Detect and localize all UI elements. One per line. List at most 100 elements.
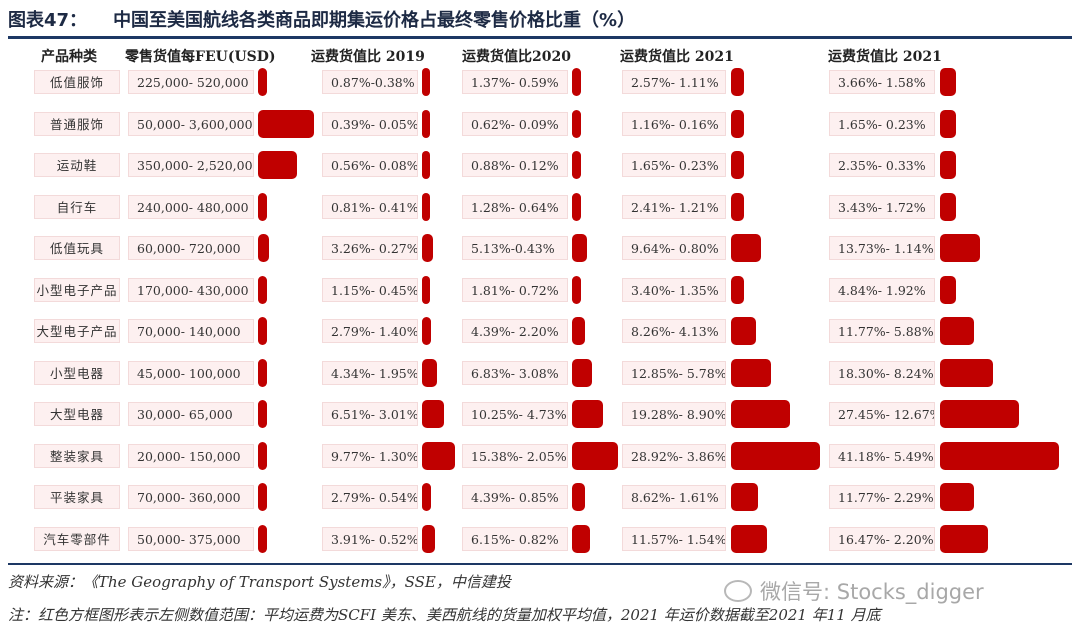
ratio-2019-cell: 1.15%- 0.45% [322, 277, 418, 302]
retail-value-bar [258, 524, 267, 553]
ratio-2021a-bar [731, 68, 744, 96]
ratio-2021a-bar [731, 151, 744, 179]
ratio-2021a-cell: 12.85%- 5.78% [622, 360, 726, 385]
table-row: 大型电器 30,000- 65,000 6.51%- 3.01% 10.25%- 4.… [0, 398, 1080, 432]
retail-value-cell: 50,000- 375,000 [128, 526, 254, 551]
retail-value-cell: 350,000- 2,520,000 [128, 153, 254, 177]
footnote: 注：红色方框图形表示左侧数值范围：平均运费为SCFI 美东、美西航线的货量加权平… [8, 606, 881, 624]
ratio-2019-cell: 3.91%- 0.52% [322, 526, 418, 551]
ratio-2020-cell: 1.81%- 0.72% [462, 277, 568, 302]
ratio-2021a-bar [731, 192, 744, 221]
ratio-2021b-bar [940, 358, 993, 387]
header-ratio-2020: 运费货值比2020 [462, 49, 571, 65]
table-row: 低值服饰 225,000- 520,000 0.87%-0.38% 1.37%- 0.… [0, 66, 1080, 100]
ratio-2019-cell: 0.39%- 0.05% [322, 111, 418, 136]
retail-value-cell: 45,000- 100,000 [128, 360, 254, 385]
ratio-2021b-cell: 27.45%- 12.67% [829, 402, 935, 426]
retail-value-cell: 60,000- 720,000 [128, 236, 254, 260]
ratio-2020-cell: 4.39%- 2.20% [462, 319, 568, 343]
ratio-2020-bar [572, 358, 593, 387]
ratio-2019-cell: 9.77%- 1.30% [322, 443, 418, 468]
product-name-cell: 大型电器 [34, 402, 120, 426]
chart-title: 图表47： 中国至美国航线各类商品即期集运价格占最终零售价格比重（%） [8, 6, 1072, 34]
table-row: 运动鞋 350,000- 2,520,000 0.56%- 0.08% 0.88%- … [0, 149, 1080, 183]
ratio-2019-bar [422, 441, 455, 470]
product-name-cell: 大型电子产品 [34, 319, 120, 343]
wechat-icon [724, 580, 752, 602]
ratio-2021a-cell: 11.57%- 1.54% [622, 526, 726, 551]
ratio-2021b-bar [940, 317, 974, 345]
ratio-2019-bar [422, 275, 430, 304]
retail-value-bar [258, 441, 267, 470]
retail-value-bar [258, 317, 267, 345]
table-row: 小型电子产品 170,000- 430,000 1.15%- 0.45% 1.81%-… [0, 274, 1080, 308]
ratio-2019-bar [422, 151, 430, 179]
ratio-2021a-bar [731, 109, 744, 138]
retail-value-cell: 70,000- 140,000 [128, 319, 254, 343]
ratio-2021b-cell: 18.30%- 8.24% [829, 360, 935, 385]
table-row: 汽车零部件 50,000- 375,000 3.91%- 0.52% 6.15%- 0… [0, 523, 1080, 557]
header-retail-value: 零售货值每FEU(USD) [125, 49, 276, 65]
ratio-2021a-cell: 28.92%- 3.86% [622, 443, 726, 468]
product-name-cell: 低值服饰 [34, 70, 120, 94]
ratio-2021a-cell: 8.26%- 4.13% [622, 319, 726, 343]
retail-value-bar [258, 400, 267, 428]
ratio-2021a-cell: 8.62%- 1.61% [622, 485, 726, 509]
table-row: 低值玩具 60,000- 720,000 3.26%- 0.27% 5.13%-0.4… [0, 232, 1080, 266]
retail-value-cell: 70,000- 360,000 [128, 485, 254, 509]
ratio-2019-bar [422, 192, 430, 221]
ratio-2021a-bar [731, 358, 771, 387]
ratio-2019-bar [422, 68, 430, 96]
ratio-2020-cell: 10.25%- 4.73% [462, 402, 568, 426]
ratio-2021a-bar [731, 483, 758, 511]
ratio-2019-bar [422, 317, 432, 345]
ratio-2021b-cell: 3.66%- 1.58% [829, 70, 935, 94]
watermark: 微信号: Stocks_digger [724, 576, 984, 606]
retail-value-cell: 20,000- 150,000 [128, 443, 254, 468]
title-text: 中国至美国航线各类商品即期集运价格占最终零售价格比重（%） [113, 10, 636, 31]
ratio-2020-cell: 6.15%- 0.82% [462, 526, 568, 551]
ratio-2021b-cell: 11.77%- 5.88% [829, 319, 935, 343]
ratio-2021b-bar [940, 192, 956, 221]
ratio-2021a-cell: 2.57%- 1.11% [622, 70, 726, 94]
product-name-cell: 自行车 [34, 194, 120, 219]
ratio-2020-bar [572, 441, 618, 470]
watermark-text: 微信号: Stocks_digger [760, 580, 984, 604]
retail-value-bar [258, 109, 314, 138]
ratio-2021b-cell: 3.43%- 1.72% [829, 194, 935, 219]
ratio-2020-bar [572, 317, 586, 345]
ratio-2021a-cell: 1.16%- 0.16% [622, 111, 726, 136]
product-name-cell: 整装家具 [34, 443, 120, 468]
ratio-2019-cell: 0.87%-0.38% [322, 70, 418, 94]
retail-value-cell: 50,000- 3,600,000 [128, 111, 254, 136]
ratio-2019-bar [422, 400, 444, 428]
retail-value-cell: 30,000- 65,000 [128, 402, 254, 426]
ratio-2019-bar [422, 483, 432, 511]
ratio-2021a-cell: 9.64%- 0.80% [622, 236, 726, 260]
table-row: 普通服饰 50,000- 3,600,000 0.39%- 0.05% 0.62%- … [0, 108, 1080, 142]
ratio-2021b-cell: 41.18%- 5.49% [829, 443, 935, 468]
product-name-cell: 小型电器 [34, 360, 120, 385]
ratio-2020-bar [572, 483, 586, 511]
ratio-2020-bar [572, 68, 581, 96]
header-product: 产品种类 [41, 49, 97, 65]
ratio-2020-cell: 1.37%- 0.59% [462, 70, 568, 94]
retail-value-bar [258, 192, 267, 221]
ratio-2019-cell: 6.51%- 3.01% [322, 402, 418, 426]
retail-value-bar [258, 358, 267, 387]
ratio-2020-cell: 5.13%-0.43% [462, 236, 568, 260]
ratio-2021b-cell: 4.84%- 1.92% [829, 277, 935, 302]
ratio-2021b-bar [940, 109, 956, 138]
retail-value-bar [258, 483, 267, 511]
ratio-2021b-bar [940, 524, 988, 553]
table-row: 自行车 240,000- 480,000 0.81%- 0.41% 1.28%- 0.… [0, 191, 1080, 225]
ratio-2021a-bar [731, 234, 761, 262]
ratio-2020-bar [572, 109, 581, 138]
ratio-2021a-cell: 3.40%- 1.35% [622, 277, 726, 302]
ratio-2021a-bar [731, 524, 767, 553]
ratio-2019-cell: 4.34%- 1.95% [322, 360, 418, 385]
ratio-2020-bar [572, 275, 581, 304]
ratio-2021a-bar [731, 275, 744, 304]
ratio-2019-cell: 0.81%- 0.41% [322, 194, 418, 219]
ratio-2019-cell: 3.26%- 0.27% [322, 236, 418, 260]
